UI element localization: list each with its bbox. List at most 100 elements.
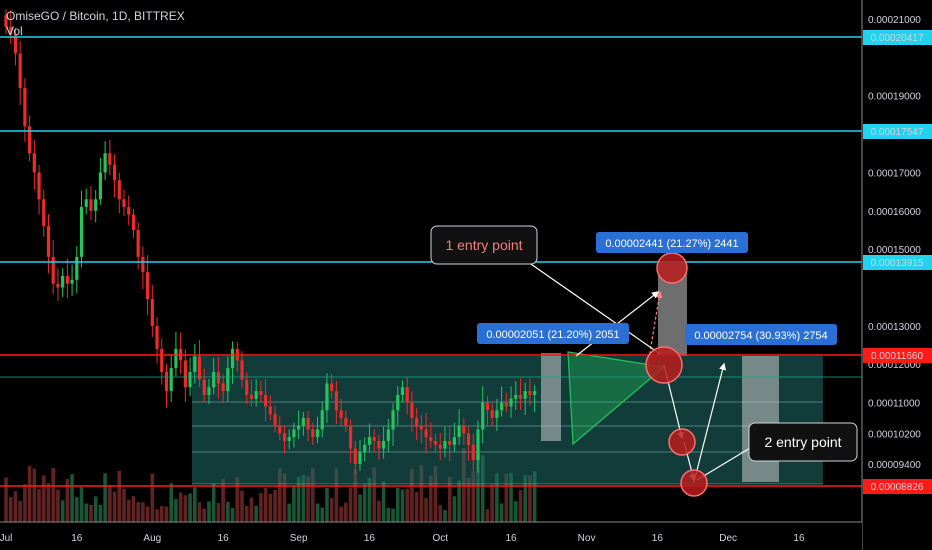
volume-bar xyxy=(117,470,122,522)
candle xyxy=(117,172,121,214)
measure-label-2441: 0.00002441 (21.27%) 2441 xyxy=(596,232,748,253)
volume-bar xyxy=(98,504,103,522)
candle xyxy=(311,422,315,445)
volume-bar xyxy=(306,476,310,522)
candle xyxy=(249,379,254,407)
volume-bar xyxy=(221,478,225,522)
svg-text:0.00002051 (21.20%) 2051: 0.00002051 (21.20%) 2051 xyxy=(486,329,619,341)
candle xyxy=(339,398,343,426)
candle xyxy=(334,381,338,425)
volume-bar xyxy=(372,467,376,522)
candle xyxy=(462,418,466,445)
volume-bar xyxy=(424,497,428,522)
candle xyxy=(367,423,372,452)
volume-bar xyxy=(122,488,126,522)
volume-bar xyxy=(490,484,494,522)
candle xyxy=(320,401,324,438)
volume-bar xyxy=(254,505,258,522)
price-axis[interactable]: 0.000210000.000190000.000180000.00017000… xyxy=(861,0,932,550)
volume-bar xyxy=(79,486,84,522)
arrow-up-3 xyxy=(693,362,727,483)
volume-bar xyxy=(532,471,537,522)
candle xyxy=(528,377,532,406)
volume-bar xyxy=(400,489,405,522)
candle xyxy=(197,340,202,387)
volume-bar xyxy=(381,481,386,522)
candle xyxy=(216,357,220,399)
candle xyxy=(405,377,409,415)
candle xyxy=(13,27,18,66)
candle xyxy=(112,154,117,198)
time-axis[interactable]: Jul 16 Aug 16 Sep 16 Oct 16 Nov 16 Dec 16 xyxy=(0,521,862,550)
volume-bar xyxy=(485,509,490,522)
candle xyxy=(202,368,206,403)
candle xyxy=(457,409,461,445)
volume-bar xyxy=(207,501,211,522)
volume-bar xyxy=(56,489,60,522)
volume-bar xyxy=(188,493,192,522)
y-tick-label: 0.00021000 xyxy=(868,15,921,26)
volume-bar xyxy=(37,488,41,522)
candle xyxy=(37,164,41,215)
volume-bar xyxy=(84,503,89,522)
candle xyxy=(75,245,79,294)
candle xyxy=(382,426,386,459)
volume-bar xyxy=(480,455,485,522)
candle xyxy=(518,378,523,410)
volume-bar xyxy=(325,487,329,522)
price-label-cyan-1: 0.00020417 xyxy=(863,30,932,45)
candle xyxy=(56,268,60,301)
volume-bar xyxy=(395,487,400,522)
candle xyxy=(221,374,225,404)
volume-bar xyxy=(41,475,46,522)
volume-bar xyxy=(518,490,523,522)
callout-1-entry-point: 1 entry point xyxy=(430,225,538,265)
volume-bar xyxy=(197,502,202,522)
volume-bar xyxy=(476,453,480,522)
volume-bar xyxy=(287,503,291,522)
candle xyxy=(273,405,277,433)
candle xyxy=(42,189,46,237)
volume-bar xyxy=(112,491,117,522)
volume-bar xyxy=(23,484,27,522)
candle xyxy=(429,421,433,449)
volume-bar xyxy=(60,500,65,522)
candle xyxy=(169,355,173,403)
volume-bar xyxy=(141,502,145,522)
candle xyxy=(306,411,310,442)
volume-bar xyxy=(226,501,230,522)
volume-bar xyxy=(334,468,339,522)
arrow-up-red xyxy=(647,290,663,365)
volume-bar xyxy=(193,487,197,522)
candle xyxy=(348,419,353,463)
volume-bar xyxy=(18,500,22,522)
volume-bar xyxy=(155,509,159,522)
volume-bar xyxy=(108,485,112,522)
y-tick-label: 0.00016000 xyxy=(868,207,921,218)
candle xyxy=(65,258,69,299)
volume-bars xyxy=(4,447,537,522)
candle xyxy=(344,410,348,432)
volume-bar xyxy=(259,493,263,522)
candle xyxy=(438,432,442,461)
candlesticks xyxy=(4,9,537,475)
candle xyxy=(424,413,428,454)
candle xyxy=(245,372,249,405)
volume-bar xyxy=(315,503,320,522)
volume-bar xyxy=(433,466,438,522)
candle xyxy=(400,380,405,403)
candle xyxy=(495,398,499,432)
candle xyxy=(330,373,334,399)
volume-bar xyxy=(443,509,447,522)
volume-bar xyxy=(93,496,98,522)
volume-bar xyxy=(235,476,240,522)
volume-bar xyxy=(414,491,419,522)
volume-bar xyxy=(447,477,452,522)
candle xyxy=(490,402,494,427)
volume-bar xyxy=(292,486,296,522)
volume-bar xyxy=(244,505,249,522)
price-label-red-2: 0.00008826 xyxy=(863,479,932,494)
measure-label-2051: 0.00002051 (21.20%) 2051 xyxy=(477,323,629,344)
candle xyxy=(415,408,419,441)
